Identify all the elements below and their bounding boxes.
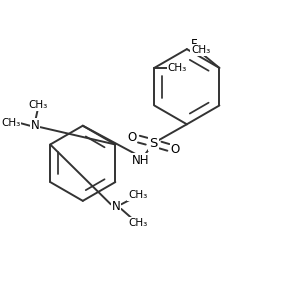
Text: CH₃: CH₃ [1,118,20,128]
Text: O: O [171,143,180,156]
Text: CH₃: CH₃ [168,63,187,73]
Text: O: O [127,131,136,144]
Text: F: F [191,38,197,51]
Text: S: S [149,137,158,149]
Text: N: N [31,119,39,132]
Text: CH₃: CH₃ [128,190,147,200]
Text: CH₃: CH₃ [191,45,210,55]
Text: NH: NH [132,154,149,167]
Text: CH₃: CH₃ [128,218,147,227]
Text: CH₃: CH₃ [28,101,48,110]
Text: N: N [112,200,120,213]
